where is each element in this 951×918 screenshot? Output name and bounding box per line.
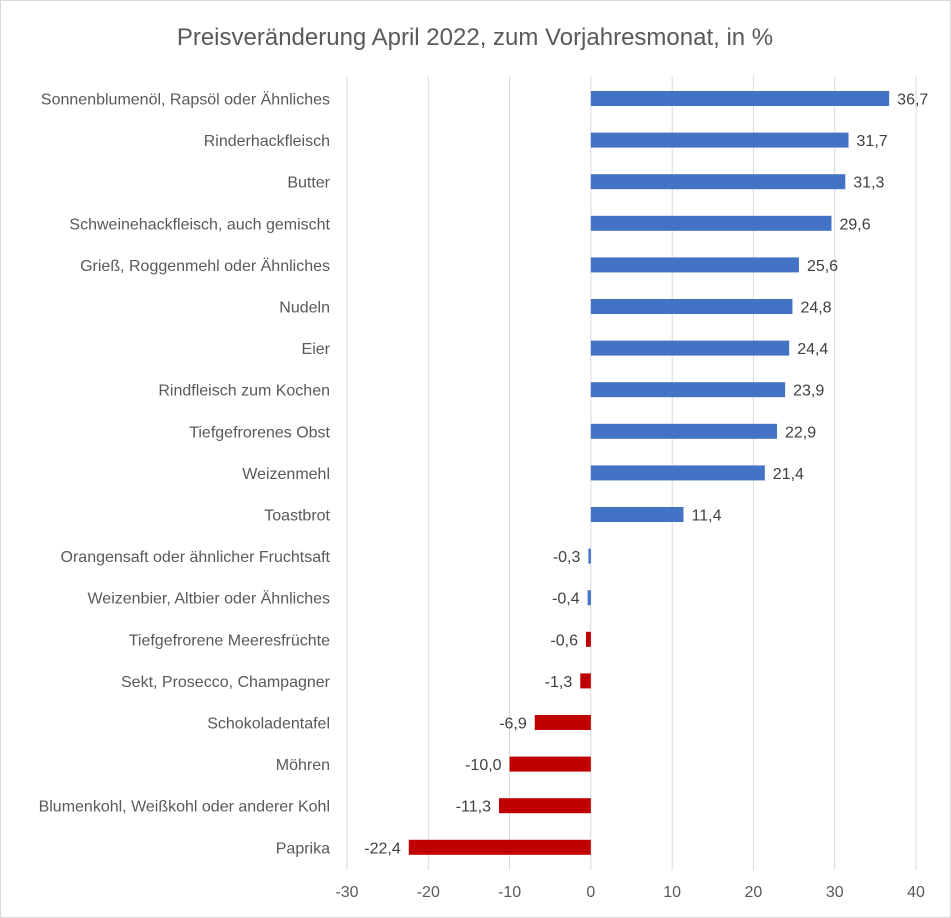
chart-title: Preisveränderung April 2022, zum Vorjahr…	[177, 24, 773, 51]
category-label: Schokoladentafel	[207, 716, 330, 733]
category-label: Paprika	[276, 840, 330, 857]
data-label: -10,0	[465, 757, 502, 774]
category-label: Tiefgefrorene Meeresfrüchte	[129, 632, 330, 649]
bar	[590, 174, 846, 190]
category-label: Toastbrot	[264, 508, 330, 525]
x-tick-label: -20	[417, 884, 440, 901]
category-label: Orangensaft oder ähnlicher Fruchtsaft	[61, 549, 331, 566]
x-tick-label: 0	[586, 884, 595, 901]
data-label: 31,7	[857, 133, 888, 150]
bar	[590, 91, 890, 106]
x-tick-label: 30	[826, 884, 844, 901]
category-label: Blumenkohl, Weißkohl oder anderer Kohl	[39, 799, 330, 816]
category-label: Sonnenblumenöl, Rapsöl oder Ähnliches	[41, 91, 330, 109]
data-labels: 36,7 31,7 31,3 29,6 25,6 24,8 24,4 23,9 22,9 21,4…	[364, 92, 928, 858]
category-label: Weizenbier, Altbier oder Ähnliches	[87, 590, 330, 608]
bar	[408, 839, 591, 855]
bar	[590, 465, 765, 481]
data-label: 22,9	[785, 424, 816, 441]
bar	[590, 423, 778, 439]
bar	[590, 215, 832, 231]
bar	[590, 299, 793, 314]
category-label: Weizenmehl	[242, 466, 330, 483]
bar	[509, 756, 591, 772]
category-label: Rinderhackfleisch	[204, 133, 330, 150]
x-tick-label: 20	[745, 884, 763, 901]
x-tick-label: 10	[663, 884, 681, 901]
category-label: Rindfleisch zum Kochen	[158, 383, 330, 400]
bar	[590, 132, 849, 148]
category-label: Möhren	[276, 757, 330, 774]
data-label: 36,7	[897, 92, 928, 109]
bar	[580, 673, 591, 689]
data-label: 24,8	[800, 300, 831, 317]
x-tick-label: -30	[335, 884, 358, 901]
bar	[588, 548, 591, 564]
data-label: -0,3	[553, 549, 581, 566]
bar	[585, 631, 591, 647]
data-label: 29,6	[839, 216, 870, 233]
bar	[587, 590, 591, 606]
category-label: Eier	[302, 341, 331, 358]
data-label: 21,4	[773, 466, 804, 483]
data-label: 11,4	[692, 508, 722, 525]
x-axis-ticks: -30 -20 -10 0 10 20 30 40	[335, 884, 925, 901]
category-label: Grieß, Roggenmehl oder Ähnliches	[80, 257, 330, 275]
category-label: Nudeln	[279, 300, 330, 317]
data-label: 31,3	[853, 175, 884, 192]
category-label: Butter	[287, 175, 330, 192]
data-label: 23,9	[793, 383, 824, 400]
category-label: Schweinehackfleisch, auch gemischt	[69, 216, 330, 233]
category-labels: Sonnenblumenöl, Rapsöl oder Ähnliches Rin…	[39, 91, 331, 858]
bar	[590, 340, 790, 356]
data-label: -6,9	[499, 716, 527, 733]
bar	[499, 798, 591, 814]
bars	[408, 91, 890, 855]
bar	[590, 507, 684, 522]
data-label: -1,3	[545, 674, 573, 691]
data-label: -11,3	[456, 799, 491, 816]
data-label: -22,4	[364, 840, 401, 857]
bar	[590, 382, 786, 398]
data-label: -0,6	[550, 632, 578, 649]
x-tick-label: -10	[498, 884, 521, 901]
data-label: 24,4	[797, 341, 828, 358]
bar	[590, 257, 799, 273]
bar	[534, 715, 591, 730]
category-label: Tiefgefrorenes Obst	[189, 424, 330, 441]
data-label: -0,4	[552, 591, 580, 608]
x-tick-label: 40	[907, 884, 925, 901]
category-label: Sekt, Prosecco, Champagner	[121, 674, 331, 691]
data-label: 25,6	[807, 258, 838, 275]
